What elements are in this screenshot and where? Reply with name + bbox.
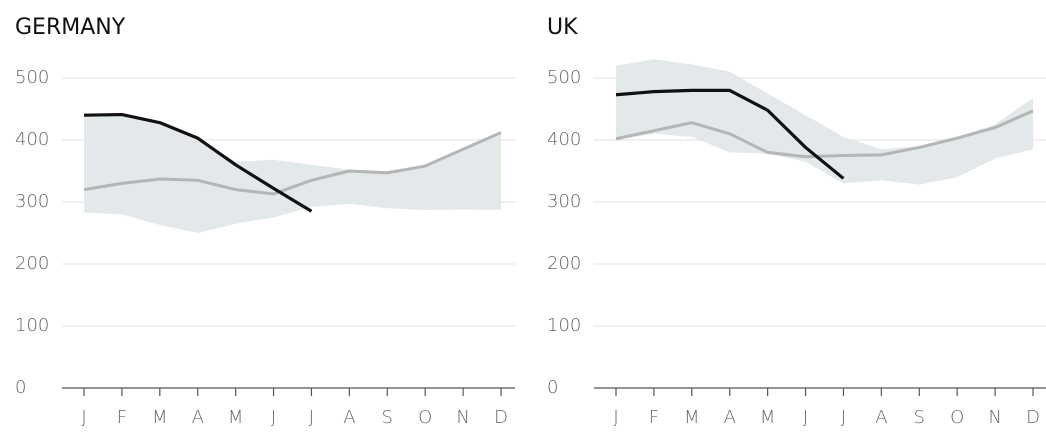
x-tick-label: M xyxy=(228,407,244,428)
line xyxy=(83,112,313,213)
y-tick-label: 400 xyxy=(15,129,49,150)
x-tick-label: O xyxy=(418,407,432,428)
y-tick-label: 500 xyxy=(547,67,581,88)
range-band xyxy=(84,114,501,233)
x-tick-label: J xyxy=(841,407,846,428)
x-tick-label: F xyxy=(649,407,659,428)
chart-title: GERMANY xyxy=(15,15,126,40)
chart-title: UK xyxy=(547,15,578,40)
x-tick-label: A xyxy=(724,407,736,428)
x-tick-label: J xyxy=(309,407,314,428)
x-tick-label: J xyxy=(271,407,276,428)
x-tick-label: D xyxy=(1026,407,1040,428)
x-tick-label: A xyxy=(875,407,887,428)
y-tick-label: 100 xyxy=(547,315,581,336)
x-tick-label: O xyxy=(950,407,964,428)
line xyxy=(615,109,1034,159)
x-tick-label: S xyxy=(382,407,393,428)
y-tick-label: 100 xyxy=(15,315,49,336)
x-tick-label: S xyxy=(914,407,925,428)
x-tick-label: N xyxy=(456,407,469,428)
x-tick-label: M xyxy=(684,407,700,428)
x-tick-label: M xyxy=(760,407,776,428)
x-tick-label: J xyxy=(803,407,808,428)
x-tick-label: A xyxy=(192,407,204,428)
x-tick-label: D xyxy=(494,407,508,428)
y-tick-label: 200 xyxy=(547,253,581,274)
x-tick-label: A xyxy=(343,407,355,428)
x-tick-label: J xyxy=(613,407,618,428)
y-tick-label: 0 xyxy=(547,377,558,398)
y-tick-label: 0 xyxy=(15,377,26,398)
x-tick-label: F xyxy=(117,407,127,428)
y-tick-label: 300 xyxy=(547,191,581,212)
y-tick-label: 400 xyxy=(547,129,581,150)
y-tick-label: 500 xyxy=(15,67,49,88)
y-tick-label: 200 xyxy=(15,253,49,274)
x-tick-label: J xyxy=(81,407,86,428)
line xyxy=(83,131,502,196)
x-tick-label: M xyxy=(152,407,168,428)
x-tick-label: N xyxy=(988,407,1001,428)
line xyxy=(615,88,845,180)
y-tick-label: 300 xyxy=(15,191,49,212)
